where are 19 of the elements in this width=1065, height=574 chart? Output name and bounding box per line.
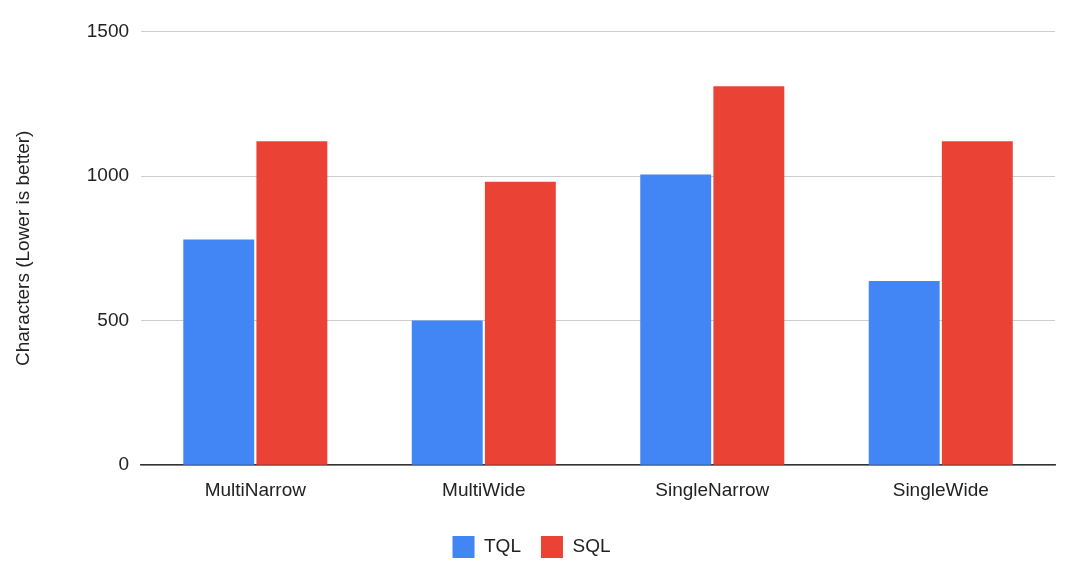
bar — [868, 280, 940, 465]
bar — [183, 239, 255, 465]
bar — [713, 86, 785, 465]
x-tick-label: SingleNarrow — [655, 478, 770, 500]
x-tick-label: MultiNarrow — [204, 478, 307, 500]
bar — [411, 320, 483, 465]
y-tick-label: 1500 — [86, 19, 130, 41]
y-axis-title: Characters (Lower is better) — [11, 130, 33, 367]
bar — [256, 141, 328, 465]
bar — [640, 174, 712, 465]
legend-label: SQL — [572, 535, 611, 557]
x-tick-label: MultiWide — [442, 478, 526, 500]
legend-label: TQL — [484, 535, 521, 557]
y-tick-label: 500 — [97, 308, 130, 330]
bar — [484, 181, 556, 465]
y-tick-label: 1000 — [86, 164, 130, 186]
x-tick-label: SingleWide — [892, 478, 989, 500]
bar — [941, 141, 1013, 465]
y-tick-label: 0 — [118, 453, 130, 475]
